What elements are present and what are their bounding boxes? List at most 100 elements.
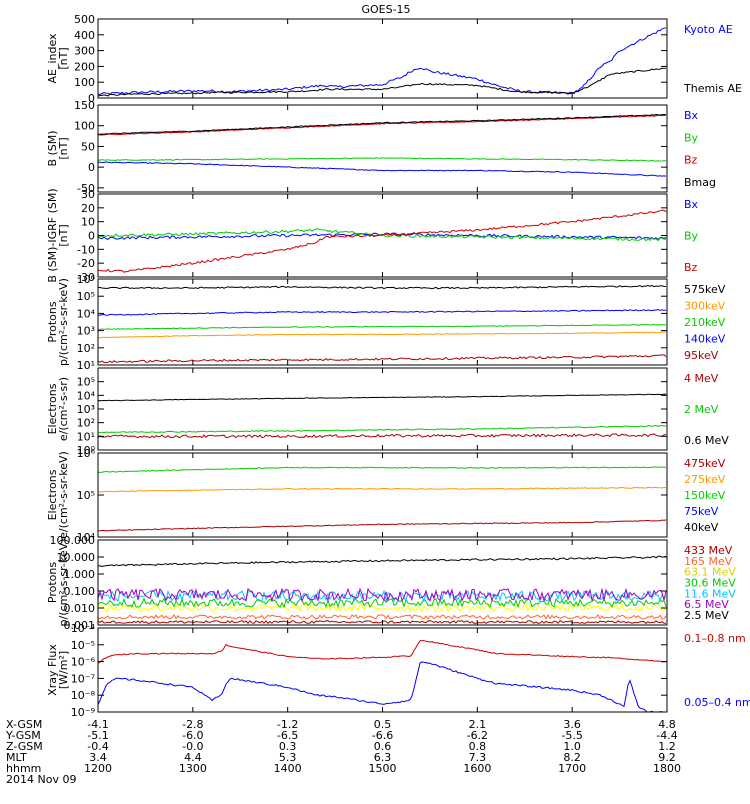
- legend-label: 75keV: [684, 505, 719, 518]
- y-axis-label: Electrons: [46, 469, 59, 520]
- y-axis-label: Electrons: [46, 383, 59, 434]
- y-tick-label: -50: [77, 182, 95, 195]
- ephemeris-value: 1600: [463, 762, 491, 775]
- ephemeris-value: -0.4: [87, 740, 108, 753]
- y-tick-label: 10.000: [57, 551, 96, 564]
- ephemeris-value: 6.3: [374, 751, 392, 764]
- y-tick-label: -10: [77, 243, 95, 256]
- ephemeris-value: 1300: [179, 762, 207, 775]
- ephemeris-value: -5.1: [87, 729, 108, 742]
- ephemeris-row-label: hhmm: [6, 762, 41, 775]
- series-line-4-1: [98, 284, 666, 290]
- y-axis-unit: [nT]: [57, 224, 70, 246]
- series-line-7-3: [98, 603, 667, 613]
- y-axis-unit: [W/m²]: [57, 651, 70, 689]
- y-axis-label: B (SM): [46, 130, 59, 166]
- ephemeris-value: -5.5: [561, 729, 582, 742]
- y-tick-label: 100: [74, 120, 95, 133]
- ephemeris-value: 1700: [558, 762, 586, 775]
- y-tick-label: 200: [74, 60, 95, 73]
- y-tick-label: 10⁻⁹: [71, 706, 95, 719]
- series-line-5-2: [98, 424, 667, 434]
- y-tick-label: 10⁶: [77, 447, 96, 460]
- panel-frame: [97, 367, 668, 451]
- series-line-6-1: [98, 519, 667, 532]
- ephemeris-value: 4.4: [184, 751, 202, 764]
- legend-label: Bz: [684, 154, 698, 167]
- panel-7: 0.001 0.010 0.100 1.000 10.000 100.000 Protons…: [46, 534, 736, 632]
- y-tick-label: 10⁻⁴: [71, 622, 96, 635]
- y-tick-label: 10: [81, 216, 95, 229]
- legend-label: 30.6 MeV: [684, 577, 736, 590]
- panel-frame: [97, 18, 668, 99]
- legend-label: Bmag: [684, 176, 716, 189]
- series-line-4-2: [98, 331, 666, 339]
- ephemeris-value: 1500: [369, 762, 397, 775]
- ephemeris-value: 3.4: [89, 751, 107, 764]
- panel-8: 10⁻⁹ 10⁻⁸ 10⁻⁷ 10⁻⁶ 10⁻⁵ 10⁻⁴ Xray Flux[W/m²] 0…: [46, 622, 750, 719]
- y-tick-label: 10⁴: [77, 389, 96, 402]
- series-line-2-1: [98, 161, 667, 177]
- legend-label: By: [684, 230, 699, 243]
- series-line-6-2: [98, 486, 667, 493]
- legend-label: 210keV: [684, 316, 726, 329]
- ephemeris-value: -0.0: [182, 740, 203, 753]
- series-line-3-2: [98, 228, 667, 242]
- ephemeris-value: 2.1: [469, 718, 487, 731]
- ephemeris-value: -6.5: [277, 729, 298, 742]
- legend-label: 150keV: [684, 489, 726, 502]
- series-line-4-3: [98, 323, 667, 331]
- y-tick-label: 10⁶: [77, 273, 96, 286]
- ephemeris-value: -6.2: [467, 729, 488, 742]
- y-tick-label: 400: [74, 29, 95, 42]
- y-tick-label: 10³: [77, 325, 95, 338]
- y-tick-label: 0.001: [64, 619, 96, 632]
- legend-label: Bx: [684, 109, 699, 122]
- series-line-1-2: [98, 67, 666, 97]
- ephemeris-value: -2.8: [182, 718, 203, 731]
- ephemeris-value: -6.0: [182, 729, 203, 742]
- legend-label: 40keV: [684, 521, 719, 534]
- panel-2: -50 0 50 100 150 B (SM)[nT] Bx By Bz Bmag: [46, 99, 716, 195]
- legend-label: Kyoto AE: [684, 23, 733, 36]
- ephemeris-value: 0.5: [374, 718, 392, 731]
- legend-label: Bx: [684, 198, 699, 211]
- y-tick-label: 10²: [77, 417, 95, 430]
- panel-1: 0 100 200 300 400 500 AE_index[nT] Kyoto AE Them…: [46, 13, 742, 105]
- panel-frame: [97, 539, 668, 626]
- ephemeris-value: 0.8: [469, 740, 487, 753]
- series-line-2-4: [98, 113, 667, 135]
- ephemeris-value: 4.8: [658, 718, 676, 731]
- ephemeris-value: 0.6: [374, 740, 392, 753]
- legend-label: 575keV: [684, 283, 726, 296]
- series-line-2-2: [98, 157, 667, 162]
- series-line-2-3: [98, 114, 667, 136]
- ephemeris-value: 1.0: [563, 740, 581, 753]
- legend-label: 0.05–0.4 nm: [684, 696, 750, 709]
- y-tick-label: 0: [88, 92, 95, 105]
- legend-label: 4 MeV: [684, 372, 719, 385]
- y-tick-label: 10⁴: [77, 307, 96, 320]
- panel-frame: [97, 278, 668, 366]
- y-axis-unit: e/(cm²-s-sr-keV): [57, 451, 70, 539]
- legend-label: 140keV: [684, 333, 726, 346]
- legend-label: 63.1 MeV: [684, 566, 736, 579]
- series-line-7-2: [98, 613, 667, 620]
- y-tick-label: 10²: [77, 342, 95, 355]
- y-axis-unit: p/(cm²-s-sr-keV): [57, 539, 70, 627]
- legend-label: Bz: [684, 261, 698, 274]
- series-line-8-2: [98, 661, 666, 712]
- y-tick-label: 1.000: [64, 568, 96, 581]
- legend-label: 11.6 MeV: [684, 587, 736, 600]
- y-tick-label: 150: [74, 99, 95, 112]
- y-tick-label: 10⁵: [77, 290, 95, 303]
- legend-label: Themis AE: [683, 82, 742, 95]
- y-tick-label: 10⁻⁸: [71, 689, 96, 702]
- y-axis-label: B (SM)-IGRF (SM): [46, 188, 59, 282]
- series-line-3-3: [98, 209, 667, 273]
- y-tick-label: -30: [77, 271, 95, 284]
- legend-label: By: [684, 131, 699, 144]
